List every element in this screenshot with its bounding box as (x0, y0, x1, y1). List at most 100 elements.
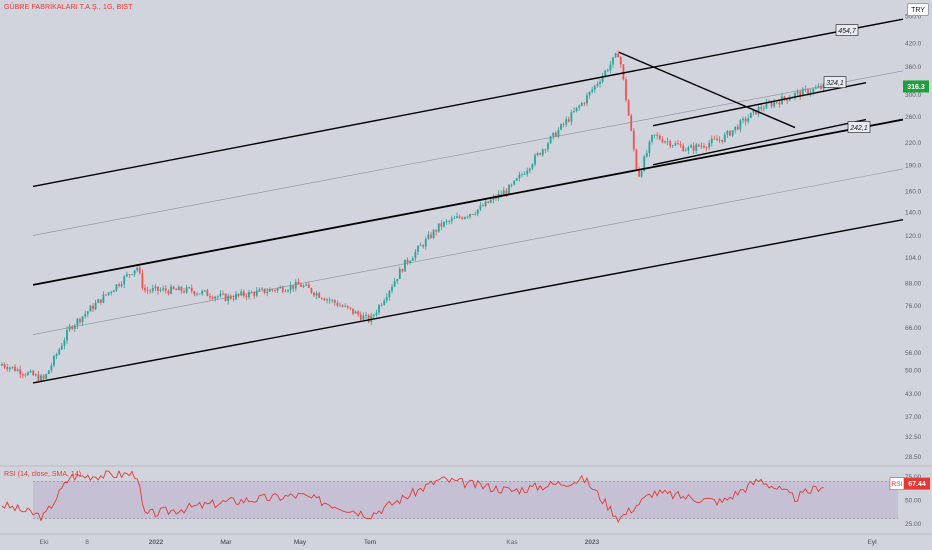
candle-body (523, 174, 526, 175)
candle-body (635, 149, 638, 169)
candle-body (747, 118, 750, 122)
candle-body (505, 190, 508, 194)
time-tick-label: Eyl (867, 539, 877, 546)
candle-body (726, 130, 729, 135)
candle-body (409, 260, 412, 263)
candle-body (713, 138, 716, 140)
time-tick-label: Mar (220, 539, 232, 546)
candle-body (692, 145, 695, 151)
candle-body (684, 150, 687, 152)
candle-body (674, 143, 677, 146)
candle-body (536, 153, 539, 156)
rsi-band (33, 481, 898, 519)
candle-body (775, 102, 778, 103)
candle-body (656, 134, 659, 136)
price-tick-label: 140.0 (905, 209, 922, 216)
price-annotations: 454,7 324,1 242,1 (823, 24, 871, 133)
candle-body (8, 367, 11, 370)
candle-body (313, 292, 315, 296)
candle-body (185, 287, 188, 293)
candle-body (6, 366, 9, 370)
price-annotation-box (847, 121, 871, 133)
price-annotation-label: 454,7 (838, 28, 857, 35)
candle-body (266, 291, 269, 294)
time-tick-label: Tem (364, 539, 376, 546)
candle-body (349, 307, 352, 309)
candle-body (240, 291, 243, 295)
candle-body (593, 85, 596, 90)
candle-body (721, 139, 724, 142)
candle-body (458, 216, 461, 218)
candle-body (723, 134, 726, 142)
candle-body (710, 138, 713, 143)
candle-body (435, 230, 438, 232)
candle-body (695, 144, 698, 151)
candle-body (151, 288, 154, 291)
candle-body (419, 245, 422, 247)
candle-body (294, 281, 297, 289)
price-tick-label: 190.0 (905, 162, 922, 169)
candle-body (375, 312, 378, 316)
trend-line (618, 51, 796, 129)
candle-body (86, 311, 89, 314)
candle-body (172, 286, 175, 289)
candle-body (669, 141, 672, 147)
candle-body (198, 293, 201, 295)
symbol-title[interactable]: GÜBRE FABRİKALARI T.A.Ş., 1G, BIST (4, 4, 133, 11)
candle-body (331, 299, 334, 301)
candle-body (575, 107, 578, 112)
candle-body (489, 199, 492, 203)
price-tick-label: 88.00 (905, 281, 922, 288)
trend-line (32, 70, 904, 236)
price-tick-label: 300.0 (905, 92, 922, 99)
candle-body (786, 98, 789, 101)
guide-lines (32, 70, 904, 335)
candle-body (318, 293, 321, 298)
candle-body (40, 375, 42, 381)
price-annotation-label: 324,1 (826, 80, 844, 87)
candle-body (289, 285, 292, 291)
candle-body (752, 109, 755, 113)
rsi-value-label: 67.44 (908, 481, 926, 488)
candle-body (588, 91, 591, 96)
candle-body (476, 209, 479, 214)
candle-body (323, 298, 326, 301)
candle-body (365, 314, 367, 316)
candle-body (822, 83, 825, 89)
candle-body (599, 81, 601, 85)
candle-body (16, 369, 19, 371)
candle-body (232, 298, 235, 300)
candle-body (632, 130, 635, 150)
candle-body (502, 190, 505, 195)
candle-body (3, 364, 6, 367)
candle-body (552, 132, 555, 137)
candle-body (19, 369, 22, 375)
candle-body (718, 139, 721, 141)
candle-body (357, 311, 360, 315)
price-tick-label: 360.0 (905, 64, 922, 71)
candle-body (193, 291, 196, 295)
candle-body (411, 258, 414, 261)
candle-body (788, 98, 791, 101)
candle-body (658, 135, 661, 140)
currency-button[interactable]: TRY (907, 3, 929, 16)
candle-body (456, 216, 458, 219)
candle-body (762, 108, 765, 110)
candle-body (53, 356, 55, 366)
candle-body (705, 147, 708, 149)
rsi-value-tag: RSI (892, 481, 903, 488)
rsi-indicator-title[interactable]: RSI (14, close, SMA, 14) (4, 471, 82, 478)
candle-body (625, 79, 627, 101)
candle-body (164, 288, 167, 291)
candle-body (596, 84, 599, 86)
candle-body (47, 370, 50, 375)
candle-body (370, 315, 373, 322)
candle-body (479, 205, 482, 210)
candle-body (443, 221, 445, 227)
candle-body (544, 149, 547, 151)
candle-body (513, 180, 516, 185)
candle-body (253, 292, 256, 296)
candle-body (729, 130, 731, 136)
candle-body (157, 286, 159, 291)
